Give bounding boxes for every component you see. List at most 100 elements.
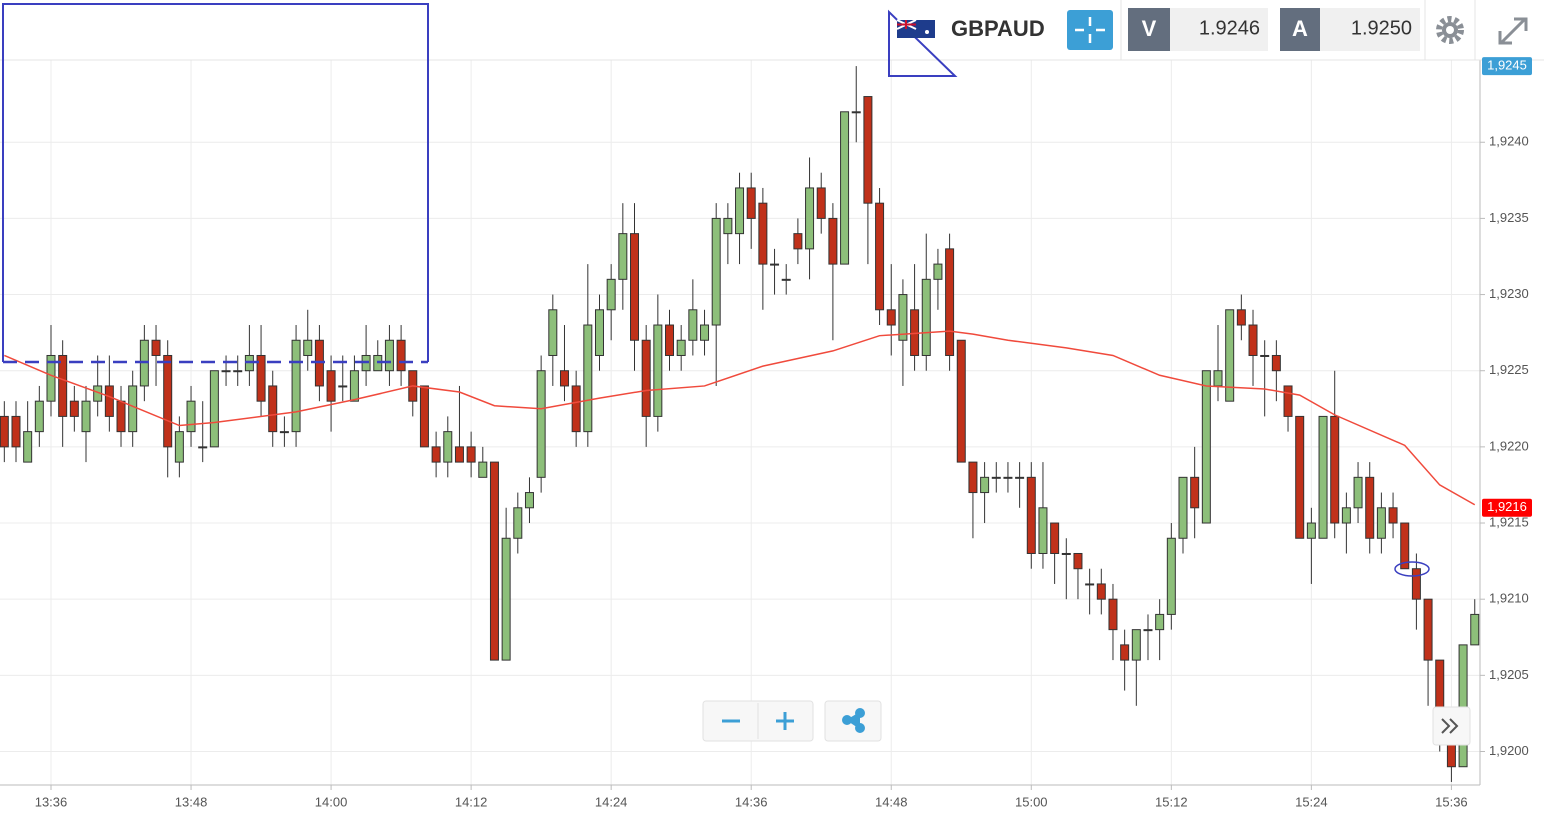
candle-body: [1295, 415, 1305, 539]
inset-box: [2, 3, 429, 362]
selection-triangle: [888, 9, 958, 77]
candle-body: [536, 370, 546, 478]
x-tick-label: 15:00: [1015, 794, 1048, 809]
candle-body: [723, 217, 733, 235]
candle-body: [443, 431, 453, 463]
candle-body: [559, 370, 569, 387]
candle-body: [186, 400, 196, 433]
candle-body: [163, 354, 173, 448]
candle-body: [805, 187, 815, 250]
candle-body: [1073, 552, 1083, 570]
y-tick-label: 1,9235: [1489, 210, 1529, 225]
candle-body: [863, 96, 873, 204]
candle-body: [116, 400, 126, 433]
candle-body: [571, 385, 581, 433]
candle-body: [1411, 568, 1421, 600]
candle-body: [1365, 476, 1375, 539]
candle-body: [886, 309, 896, 326]
bid-box[interactable]: [1128, 8, 1268, 51]
candle-body: [700, 324, 710, 341]
crosshair-button[interactable]: [1067, 10, 1113, 50]
scroll-right[interactable]: [1432, 706, 1471, 746]
bid-price: 1.9246: [1199, 17, 1260, 39]
candle-body: [968, 461, 978, 494]
candle-body: [256, 354, 266, 402]
share-button[interactable]: [842, 708, 865, 733]
candle-body: [1061, 552, 1071, 555]
candle-body: [1085, 583, 1095, 586]
candle-body: [1190, 476, 1200, 509]
candle-body: [1178, 476, 1188, 539]
symbol: GBPAUD: [951, 16, 1045, 41]
candle-body: [209, 370, 219, 448]
candle-body: [338, 385, 348, 388]
candle-body: [1108, 598, 1118, 631]
candle-body: [758, 202, 768, 265]
x-tick-label: 14:36: [735, 794, 768, 809]
price-label-bg: [1482, 57, 1532, 76]
candle-body: [0, 415, 9, 448]
x-tick-label: 15:24: [1295, 794, 1328, 809]
y-tick-label: 1,9200: [1489, 743, 1529, 758]
price-label: 1,9245: [1487, 58, 1527, 73]
drawing-ellipse: [1394, 561, 1430, 577]
candle-body: [770, 263, 780, 266]
candle-body: [58, 354, 68, 417]
y-tick-label: 1,9205: [1489, 667, 1529, 682]
zoom-controls: [702, 700, 882, 742]
candle-body: [816, 187, 826, 219]
candle-body: [991, 476, 1001, 479]
price-label-bg: [1482, 498, 1532, 517]
candle-body: [921, 278, 931, 356]
candle-body: [618, 233, 628, 280]
candle-body: [1318, 415, 1328, 539]
candle-body: [221, 370, 231, 373]
x-tick-label: 14:12: [455, 794, 488, 809]
candle-body: [81, 400, 91, 433]
ask-price: 1.9250: [1351, 17, 1412, 39]
x-tick-label: 13:48: [175, 794, 208, 809]
y-tick-label: 1,9210: [1489, 591, 1529, 606]
candle-body: [233, 370, 243, 373]
candle-body: [711, 217, 721, 326]
candle-body: [349, 370, 359, 402]
candle-body: [875, 202, 885, 311]
fullscreen-button[interactable]: [1498, 17, 1528, 45]
candle-body: [1143, 629, 1153, 632]
candle-body: [104, 385, 114, 417]
candle-body: [1388, 507, 1398, 524]
candle-body: [606, 278, 616, 311]
candle-body: [466, 446, 476, 463]
candle-body: [898, 294, 908, 341]
candle-body: [630, 233, 640, 341]
plot: [0, 66, 1480, 782]
candle-body: [793, 233, 803, 250]
settings-button[interactable]: [1436, 16, 1464, 44]
candle-body: [1096, 583, 1106, 600]
bid-label: V: [1142, 16, 1157, 41]
candle-body: [1225, 309, 1235, 402]
candle-body: [1050, 522, 1060, 554]
candle-body: [1271, 354, 1281, 372]
candle-body: [23, 431, 33, 463]
candle-body: [128, 385, 138, 433]
candle-body: [454, 446, 464, 463]
ask-box[interactable]: [1280, 8, 1420, 51]
candle-body: [1201, 370, 1211, 524]
candle-body: [1166, 537, 1176, 615]
candle-body: [933, 263, 943, 280]
zoom-in[interactable]: [776, 712, 794, 730]
axis: 1,9200 1,9205 1,9210 1,9215 1,9220 1,9225 1,92…: [35, 57, 1532, 809]
candle-body: [1423, 598, 1433, 661]
candle-body: [478, 461, 488, 478]
x-tick-label: 13:36: [35, 794, 68, 809]
candle-body: [1236, 309, 1246, 326]
candle-body: [945, 248, 955, 356]
x-tick-label: 14:00: [315, 794, 348, 809]
candle-body: [198, 446, 208, 449]
y-tick-label: 1,9230: [1489, 286, 1529, 301]
x-tick-label: 14:24: [595, 794, 628, 809]
y-tick-label: 1,9240: [1489, 134, 1529, 149]
candle-body: [1400, 522, 1410, 570]
candle-body: [688, 309, 698, 341]
